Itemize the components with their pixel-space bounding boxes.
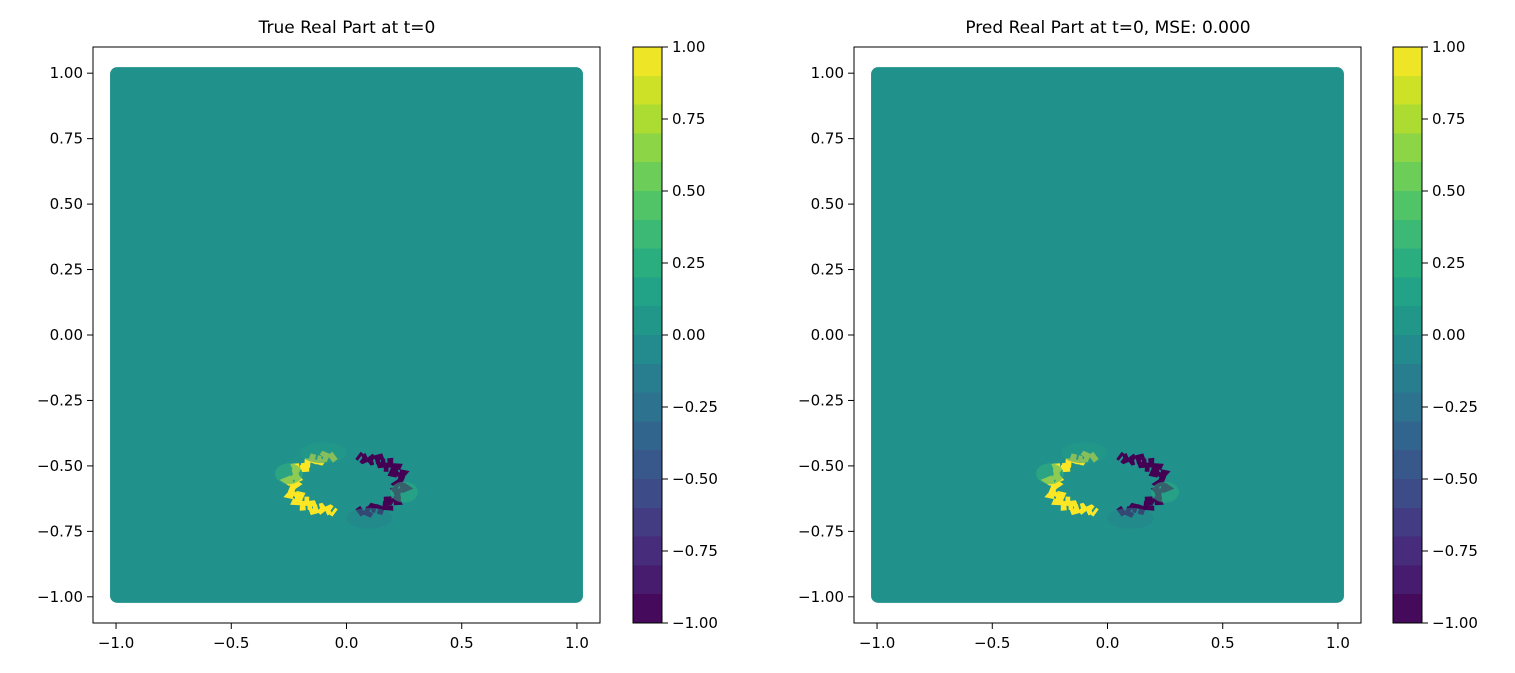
colorbar-tick-label: −1.00 <box>672 614 718 632</box>
y-tick-label: 0.75 <box>50 130 83 148</box>
y-tick-label: −0.25 <box>798 391 844 409</box>
colorbar-tick-label: 0.00 <box>1432 326 1465 344</box>
y-tick-label: 0.00 <box>50 326 83 344</box>
colorbar-tick-label: 1.00 <box>1432 38 1465 56</box>
y-tick-label: −0.50 <box>798 457 844 475</box>
field-blob <box>1107 507 1154 529</box>
y-tick-label: 0.25 <box>50 261 83 279</box>
x-tick-label: 0.0 <box>335 634 359 652</box>
colorbar <box>633 47 662 623</box>
y-tick-label: 1.00 <box>811 64 844 82</box>
y-tick-label: −0.75 <box>798 522 844 540</box>
x-tick-label: 0.5 <box>1211 634 1235 652</box>
colorbar-tick-label: 0.25 <box>672 254 705 272</box>
y-tick-label: −1.00 <box>798 588 844 606</box>
x-tick-label: 0.5 <box>450 634 474 652</box>
y-tick-label: −0.25 <box>37 391 83 409</box>
x-tick-label: −0.5 <box>213 634 249 652</box>
y-tick-label: 1.00 <box>50 64 83 82</box>
x-tick-label: 1.0 <box>565 634 589 652</box>
y-tick-label: 0.50 <box>811 195 844 213</box>
field-blob <box>1151 481 1179 503</box>
field-blob <box>346 507 393 529</box>
y-tick-label: 0.25 <box>811 261 844 279</box>
domain-field <box>871 67 1344 603</box>
x-tick-label: −1.0 <box>859 634 895 652</box>
y-tick-label: 0.50 <box>50 195 83 213</box>
colorbar <box>1393 47 1422 623</box>
y-tick-label: −0.75 <box>37 522 83 540</box>
colorbar-tick-label: −0.50 <box>1432 470 1478 488</box>
colorbar-tick-label: 0.75 <box>672 110 705 128</box>
colorbar-tick-label: −1.00 <box>1432 614 1478 632</box>
colorbar-tick-label: 0.50 <box>672 182 705 200</box>
right-panel: Pred Real Part at t=0, MSE: 0.000 −1.0 −0… <box>798 18 1478 652</box>
colorbar-tick-label: 1.00 <box>672 38 705 56</box>
colorbar-tick-label: −0.50 <box>672 470 718 488</box>
x-tick-label: 0.0 <box>1096 634 1120 652</box>
field-blob <box>390 481 418 503</box>
panel-title: True Real Part at t=0 <box>258 18 436 38</box>
x-tick-label: −1.0 <box>98 634 134 652</box>
panel-title: Pred Real Part at t=0, MSE: 0.000 <box>965 18 1250 38</box>
field-blob <box>275 463 303 485</box>
colorbar-tick-label: −0.25 <box>1432 398 1478 416</box>
left-panel: True Real Part at t=0 −1.0 −0.5 0.0 0.5 1.0 1… <box>37 18 718 652</box>
colorbar-tick-label: −0.75 <box>672 542 718 560</box>
domain-field <box>110 67 583 603</box>
colorbar-tick-label: 0.75 <box>1432 110 1465 128</box>
y-tick-label: −0.50 <box>37 457 83 475</box>
colorbar-tick-label: 0.25 <box>1432 254 1465 272</box>
colorbar-tick-label: 0.50 <box>1432 182 1465 200</box>
field-blob <box>1036 463 1064 485</box>
y-tick-label: 0.75 <box>811 130 844 148</box>
colorbar-tick-label: −0.75 <box>1432 542 1478 560</box>
x-tick-label: 1.0 <box>1326 634 1350 652</box>
y-tick-label: 0.00 <box>811 326 844 344</box>
colorbar-tick-label: −0.25 <box>672 398 718 416</box>
y-tick-label: −1.00 <box>37 588 83 606</box>
field-blob <box>1061 442 1108 464</box>
colorbar-tick-label: 0.00 <box>672 326 705 344</box>
x-tick-label: −0.5 <box>974 634 1010 652</box>
field-blob <box>300 442 347 464</box>
